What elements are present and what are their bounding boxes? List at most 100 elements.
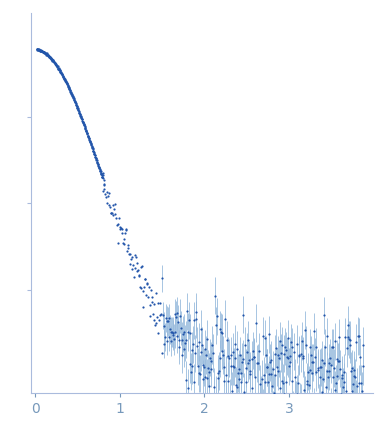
Point [90, 148, 97, 155]
Point [78, 113, 84, 120]
Point [134, 259, 140, 266]
Point [60, 74, 67, 81]
Point [167, 337, 174, 344]
Point [321, 360, 327, 367]
Point [95, 163, 102, 170]
Point [204, 335, 211, 342]
Point [353, 339, 360, 346]
Point [213, 322, 219, 329]
Point [266, 371, 273, 378]
Point [170, 329, 176, 336]
Point [62, 77, 68, 84]
Point [320, 375, 326, 382]
Point [33, 46, 40, 53]
Point [120, 239, 126, 246]
Point [46, 52, 52, 59]
Point [299, 337, 305, 344]
Point [352, 373, 358, 380]
Point [63, 79, 69, 86]
Point [181, 346, 187, 353]
Point [177, 312, 183, 319]
Point [239, 358, 245, 365]
Point [298, 399, 304, 406]
Point [268, 356, 274, 363]
Point [108, 209, 114, 216]
Point [355, 380, 362, 387]
Point [114, 239, 121, 246]
Point [222, 315, 228, 322]
Point [234, 384, 240, 391]
Point [155, 329, 161, 336]
Point [74, 102, 80, 109]
Point [52, 59, 58, 66]
Point [34, 46, 40, 53]
Point [65, 84, 72, 91]
Point [51, 59, 57, 66]
Point [319, 356, 325, 363]
Point [237, 352, 243, 359]
Point [110, 202, 116, 209]
Point [183, 376, 189, 383]
Point [47, 54, 54, 61]
Point [94, 159, 100, 166]
Point [360, 363, 367, 370]
Point [154, 314, 160, 321]
Point [60, 73, 66, 80]
Point [118, 224, 124, 231]
Point [166, 333, 172, 340]
Point [134, 267, 141, 274]
Point [253, 319, 259, 326]
Point [53, 62, 59, 69]
Point [205, 365, 211, 372]
Point [305, 381, 311, 388]
Point [36, 47, 42, 54]
Point [202, 346, 208, 353]
Point [68, 89, 74, 96]
Point [88, 141, 94, 148]
Point [176, 336, 182, 343]
Point [223, 395, 229, 402]
Point [99, 172, 105, 179]
Point [269, 382, 275, 389]
Point [85, 132, 91, 139]
Point [89, 145, 95, 152]
Point [105, 192, 111, 199]
Point [101, 186, 107, 193]
Point [182, 336, 189, 343]
Point [296, 353, 302, 360]
Point [278, 377, 285, 384]
Point [44, 52, 50, 59]
Point [49, 56, 55, 63]
Point [92, 153, 98, 160]
Point [55, 66, 62, 73]
Point [132, 252, 138, 259]
Point [233, 382, 239, 389]
Point [64, 80, 70, 87]
Point [214, 374, 221, 381]
Point [81, 121, 87, 128]
Point [276, 355, 282, 362]
Point [73, 101, 79, 108]
Point [52, 60, 58, 67]
Point [167, 326, 173, 333]
Point [297, 398, 303, 405]
Point [56, 67, 62, 74]
Point [272, 372, 278, 379]
Point [240, 311, 246, 318]
Point [220, 351, 226, 358]
Point [90, 147, 96, 154]
Point [112, 211, 118, 218]
Point [193, 309, 199, 316]
Point [195, 363, 201, 370]
Point [358, 427, 364, 434]
Point [100, 175, 106, 182]
Point [109, 210, 115, 217]
Point [40, 48, 46, 55]
Point [89, 144, 95, 151]
Point [67, 87, 73, 94]
Point [218, 329, 224, 336]
Point [171, 336, 177, 343]
Point [87, 139, 94, 146]
Point [198, 349, 204, 356]
Point [253, 416, 259, 423]
